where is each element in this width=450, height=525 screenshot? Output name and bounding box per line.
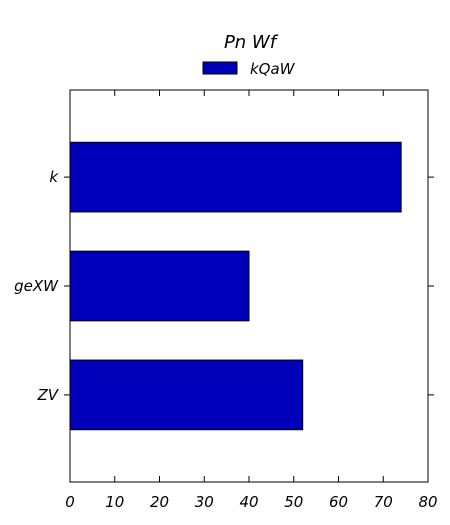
bars-group — [69, 141, 402, 431]
legend-label: kQaW — [250, 60, 296, 78]
y-axis: ZV geXW k — [14, 168, 434, 404]
x-tick-label: 10 — [105, 493, 124, 511]
x-tick-label: 80 — [418, 493, 437, 511]
y-tick-label: geXW — [14, 277, 59, 295]
x-tick-label: 50 — [284, 493, 303, 511]
bar-zv — [69, 359, 304, 431]
x-axis: 0 10 20 30 40 50 60 70 80 — [65, 90, 438, 511]
x-tick-label: 30 — [195, 493, 214, 511]
y-tick-label: k — [49, 168, 59, 186]
y-tick-label: ZV — [36, 386, 59, 404]
legend: kQaW — [202, 60, 296, 78]
x-tick-label: 20 — [150, 493, 169, 511]
legend-swatch — [202, 61, 238, 75]
x-tick-label: 70 — [374, 493, 393, 511]
bar-k — [69, 141, 402, 213]
chart-title: Pn Wf — [224, 32, 279, 53]
bar-gexw — [69, 250, 250, 322]
x-tick-label: 60 — [329, 493, 348, 511]
x-tick-label: 0 — [65, 493, 75, 511]
x-tick-label: 40 — [239, 493, 258, 511]
